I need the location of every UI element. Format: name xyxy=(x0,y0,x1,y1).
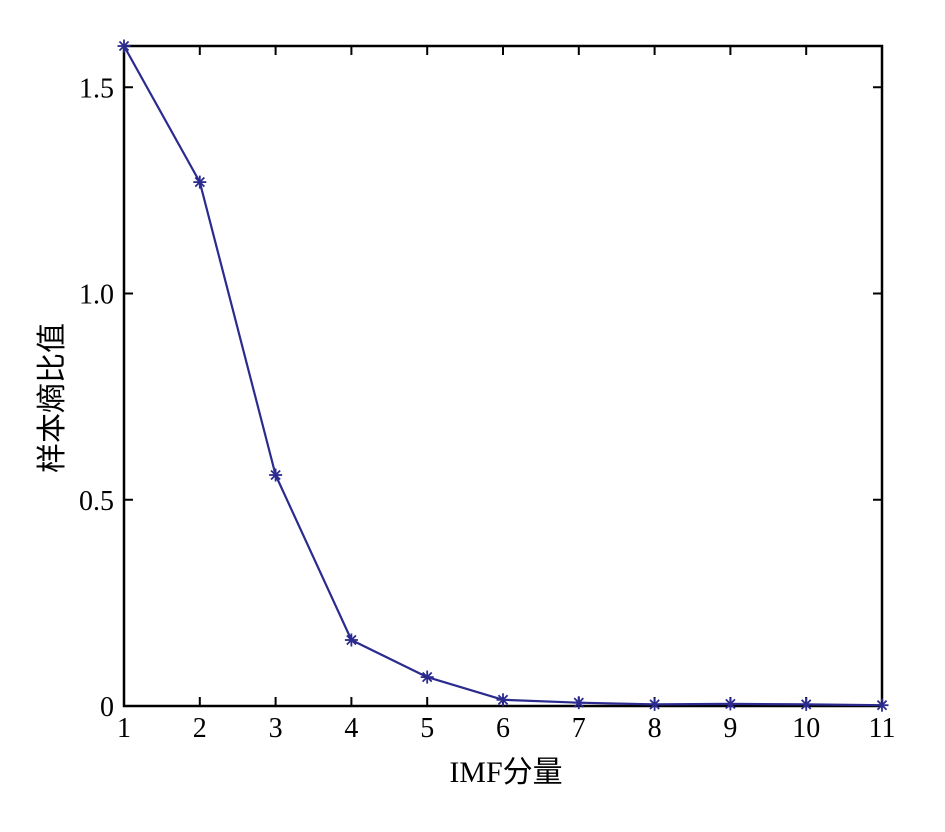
x-tick-label: 11 xyxy=(869,713,896,744)
x-tick-label: 1 xyxy=(117,713,131,744)
x-tick-label: 3 xyxy=(269,713,283,744)
data-point xyxy=(420,670,434,684)
series-line xyxy=(123,45,883,707)
y-axis-label: 样本熵比值 xyxy=(36,323,69,473)
y-tick-label: 1.5 xyxy=(79,73,114,104)
y-tick-label: 0 xyxy=(100,692,114,723)
y-tick-label: 0.5 xyxy=(79,486,114,517)
data-point xyxy=(193,175,207,189)
data-point xyxy=(117,39,131,53)
plot-frame xyxy=(122,44,884,708)
data-point xyxy=(875,698,889,712)
x-tick-label: 9 xyxy=(723,713,737,744)
x-tick-label: 8 xyxy=(648,713,662,744)
x-axis-label: IMF分量 xyxy=(449,756,562,789)
data-point xyxy=(723,697,737,711)
x-tick-label: 6 xyxy=(496,713,510,744)
x-tick-label: 10 xyxy=(792,713,820,744)
x-tick-label: 2 xyxy=(193,713,207,744)
y-tick-label: 1.0 xyxy=(79,280,114,311)
x-tick-label: 5 xyxy=(420,713,434,744)
x-tick-label: 4 xyxy=(344,713,358,744)
x-tick-label: 7 xyxy=(572,713,586,744)
data-point xyxy=(799,697,813,711)
data-point xyxy=(648,697,662,711)
data-point xyxy=(269,468,283,482)
data-point xyxy=(344,633,358,647)
data-point xyxy=(572,696,586,710)
data-point xyxy=(496,693,510,707)
